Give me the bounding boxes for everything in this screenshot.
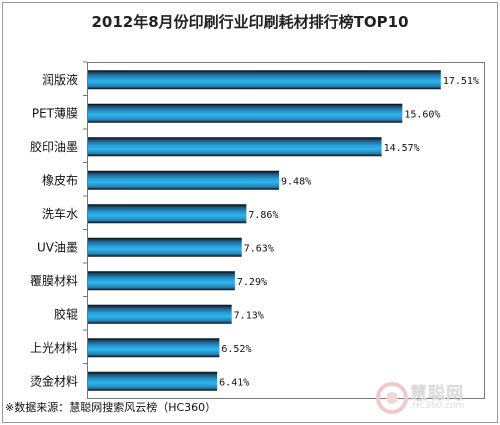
- watermark-domain: HC360.com: [412, 401, 465, 411]
- value-label: 7.63%: [244, 243, 274, 254]
- category-label: 橡皮布: [42, 173, 78, 187]
- watermark-brand: 慧聪网: [410, 384, 464, 404]
- bar: [88, 204, 247, 224]
- bar: [88, 170, 280, 190]
- bar: [88, 70, 441, 90]
- category-label: 胶辊: [54, 306, 78, 321]
- bar: [88, 271, 235, 291]
- chart-title: 2012年8月份印刷行业印刷耗材排行榜TOP10: [91, 13, 409, 31]
- value-label: 6.52%: [221, 344, 251, 355]
- bar: [88, 137, 382, 157]
- bar: [88, 237, 242, 257]
- category-label: 洗车水: [42, 206, 78, 221]
- value-label: 7.29%: [237, 277, 267, 288]
- category-label: UV油墨: [37, 240, 78, 254]
- category-label: PET薄膜: [32, 105, 78, 120]
- hc360-watermark: 慧聪网 HC360.com: [372, 378, 492, 418]
- value-label: 6.41%: [219, 377, 249, 388]
- category-label: 上光材料: [30, 341, 78, 355]
- category-label: 覆膜材料: [30, 274, 78, 288]
- category-label: 润版液: [42, 72, 78, 87]
- category-label: 烫金材料: [30, 373, 78, 388]
- value-label: 7.13%: [234, 310, 264, 321]
- category-label: 胶印油墨: [30, 139, 78, 154]
- bar: [88, 338, 220, 358]
- value-label: 14.57%: [384, 143, 420, 154]
- value-label: 15.60%: [404, 109, 440, 120]
- hc360-logo-icon: [376, 382, 408, 414]
- bar: [88, 371, 218, 391]
- bar: [88, 103, 403, 123]
- value-label: 7.86%: [248, 210, 278, 221]
- value-label: 17.51%: [443, 76, 479, 87]
- bar: [88, 304, 232, 324]
- value-label: 9.48%: [281, 176, 311, 187]
- data-source-note: ※数据来源：慧聪网搜索风云榜（HC360）: [5, 401, 217, 414]
